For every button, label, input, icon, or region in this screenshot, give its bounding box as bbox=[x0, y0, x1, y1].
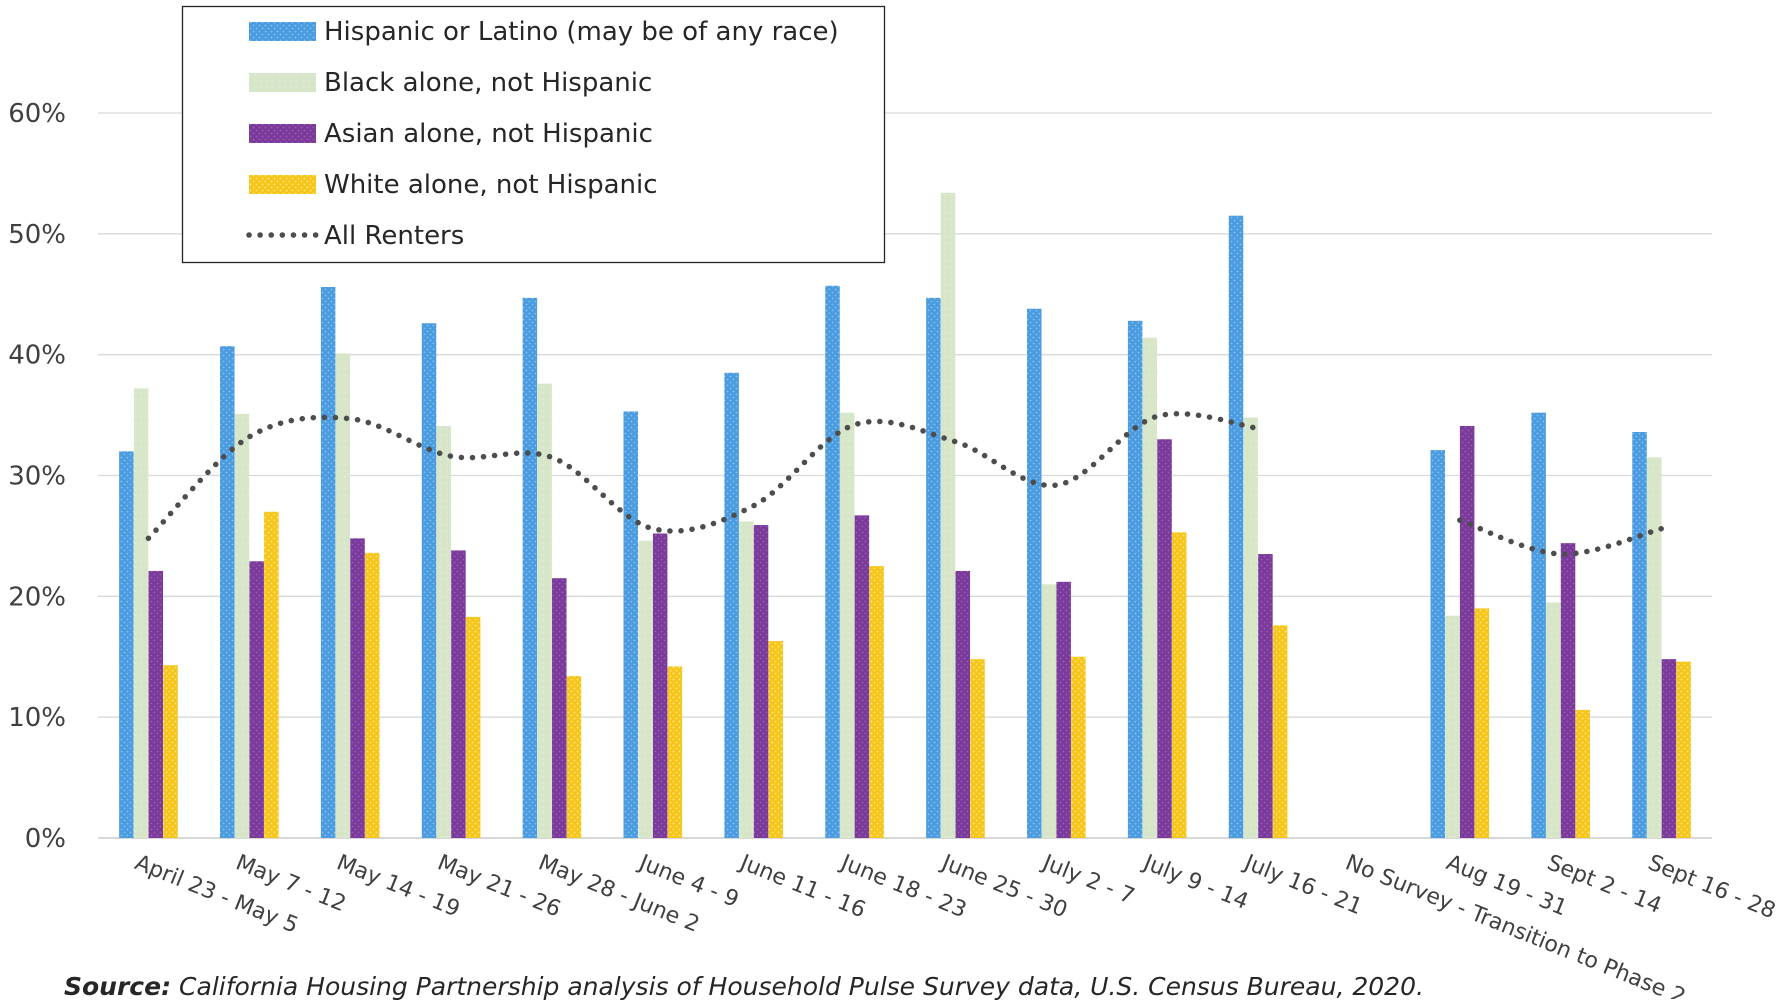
bar-white bbox=[1575, 709, 1590, 838]
legend-label: All Renters bbox=[324, 221, 464, 251]
bar-black bbox=[234, 413, 250, 838]
bar-hispanic bbox=[522, 297, 538, 838]
bar-asian bbox=[1056, 581, 1071, 838]
legend-swatch bbox=[249, 22, 316, 41]
bar-hispanic bbox=[320, 287, 336, 838]
bar-black bbox=[1041, 584, 1057, 838]
bar-hispanic bbox=[926, 297, 941, 838]
bar-white bbox=[364, 552, 380, 838]
legend-label: Black alone, not Hispanic bbox=[324, 68, 652, 98]
x-tick-label: Sept 16 - 28 bbox=[1644, 850, 1777, 924]
y-tick-label: 40% bbox=[8, 341, 66, 371]
y-axis: 0% 10% 20% 30% 40% 50% 60% bbox=[8, 99, 66, 854]
legend-label: White alone, not Hispanic bbox=[324, 170, 658, 200]
bar-black bbox=[839, 412, 855, 838]
bar-black bbox=[1445, 615, 1460, 838]
bar-white bbox=[1676, 661, 1691, 838]
bar-hispanic bbox=[623, 411, 639, 838]
bar-asian bbox=[1459, 425, 1475, 838]
bar-black bbox=[638, 540, 653, 838]
bar-hispanic bbox=[421, 323, 437, 838]
bar-white bbox=[566, 676, 582, 838]
bar-black bbox=[335, 353, 351, 838]
bar-asian bbox=[552, 578, 567, 838]
bar-black bbox=[537, 383, 552, 838]
bar-black bbox=[1142, 337, 1158, 838]
legend-label: Hispanic or Latino (may be of any race) bbox=[324, 17, 839, 47]
bar-white bbox=[1171, 532, 1187, 838]
bar-hispanic bbox=[1228, 215, 1244, 839]
bar-hispanic bbox=[1027, 308, 1042, 838]
bars bbox=[119, 192, 1691, 839]
bar-hispanic bbox=[1127, 320, 1143, 838]
bar-hispanic bbox=[1430, 450, 1446, 838]
source-label: Source: bbox=[64, 972, 172, 1001]
bar-asian bbox=[854, 515, 870, 838]
bar-asian bbox=[652, 533, 668, 838]
bar-white bbox=[264, 511, 279, 838]
y-tick-label: 0% bbox=[25, 824, 66, 854]
bar-asian bbox=[1157, 439, 1172, 838]
bar-black bbox=[133, 388, 149, 838]
y-tick-label: 20% bbox=[8, 582, 66, 612]
source-text: California Housing Partnership analysis … bbox=[171, 972, 1424, 1001]
bar-asian bbox=[1560, 543, 1576, 838]
x-tick-label: July 9 - 14 bbox=[1138, 850, 1252, 915]
bar-asian bbox=[753, 525, 769, 838]
legend: Hispanic or Latino (may be of any race) B… bbox=[181, 5, 886, 264]
bar-black bbox=[436, 425, 451, 838]
bar-white bbox=[970, 659, 985, 838]
bar-hispanic bbox=[1531, 412, 1546, 838]
bar-white bbox=[163, 665, 178, 838]
bar-black bbox=[739, 521, 754, 838]
all-renters-line-path bbox=[145, 410, 1261, 542]
bar-hispanic bbox=[119, 451, 134, 838]
bar-white bbox=[667, 666, 683, 838]
bar-asian bbox=[1258, 554, 1273, 838]
bar-asian bbox=[451, 550, 466, 838]
bar-hispanic bbox=[724, 372, 739, 838]
bar-black bbox=[940, 192, 956, 838]
bar-asian bbox=[249, 561, 264, 838]
bar-asian bbox=[148, 570, 164, 838]
bar-white bbox=[1272, 625, 1288, 838]
bar-asian bbox=[955, 570, 971, 838]
all-renters-line-path bbox=[1457, 517, 1665, 557]
bar-asian bbox=[350, 538, 365, 838]
legend-label: Asian alone, not Hispanic bbox=[324, 119, 653, 149]
bar-black bbox=[1243, 417, 1258, 838]
bar-white bbox=[1474, 608, 1490, 838]
legend-swatch bbox=[249, 175, 316, 194]
legend-swatch bbox=[249, 124, 316, 143]
y-tick-label: 10% bbox=[8, 703, 66, 733]
bar-white bbox=[465, 616, 481, 838]
bar-hispanic bbox=[825, 285, 840, 839]
bar-black bbox=[1546, 602, 1561, 838]
y-tick-label: 50% bbox=[8, 220, 66, 250]
y-tick-label: 30% bbox=[8, 462, 66, 492]
bar-white bbox=[1071, 656, 1086, 838]
source-note: Source: California Housing Partnership a… bbox=[64, 972, 1424, 1001]
bar-hispanic bbox=[1632, 432, 1647, 838]
y-tick-label: 60% bbox=[8, 99, 66, 129]
legend-swatch bbox=[249, 73, 316, 92]
bar-hispanic bbox=[220, 346, 235, 838]
all-renters-line bbox=[145, 410, 1665, 557]
bar-white bbox=[768, 641, 783, 838]
bar-black bbox=[1646, 457, 1662, 838]
bar-white bbox=[869, 566, 884, 838]
bar-asian bbox=[1661, 659, 1677, 838]
